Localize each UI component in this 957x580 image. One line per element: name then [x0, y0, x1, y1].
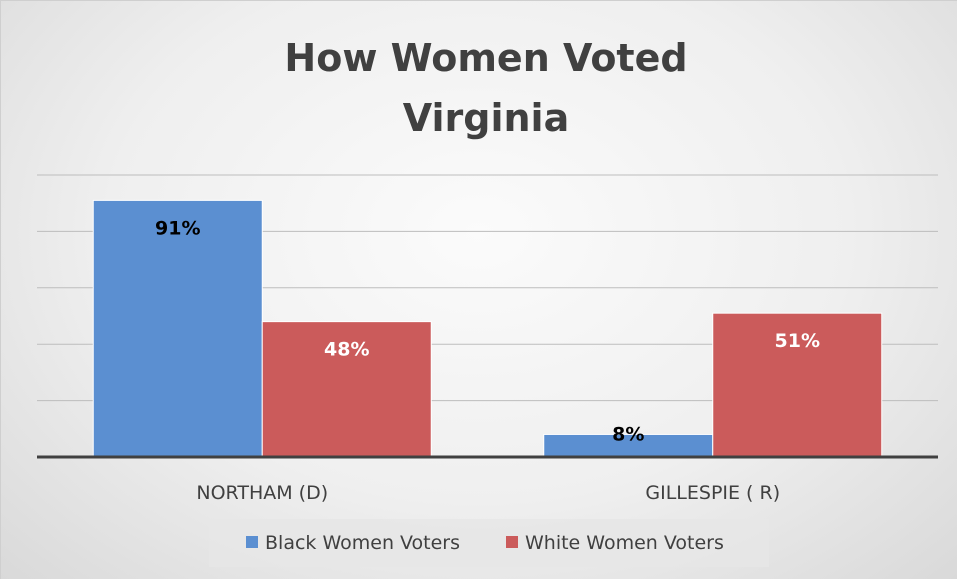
- data-label: 8%: [612, 423, 644, 445]
- bar-white-women-0: [261, 321, 432, 458]
- data-label: 51%: [775, 330, 820, 352]
- category-labels: NORTHAM (D) GILLESPIE ( R): [196, 482, 780, 504]
- category-label: NORTHAM (D): [196, 482, 328, 504]
- category-label: GILLESPIE ( R): [645, 482, 780, 504]
- legend-box: [209, 519, 769, 567]
- data-label: 91%: [155, 217, 200, 239]
- data-label: 48%: [324, 339, 369, 361]
- bar-black-women-0: [92, 199, 263, 458]
- data-labels: 91% 48% 8% 51%: [155, 217, 820, 445]
- legend-swatch-white-women: [506, 536, 518, 548]
- legend: Black Women Voters White Women Voters: [209, 519, 769, 567]
- chart-title-line-1: How Women Voted: [284, 36, 687, 80]
- bar-white-women-1: [712, 312, 883, 458]
- chart-title-line-2: Virginia: [403, 96, 569, 140]
- bars: [92, 199, 883, 458]
- legend-label-black-women: Black Women Voters: [265, 532, 460, 554]
- legend-label-white-women: White Women Voters: [525, 532, 724, 554]
- legend-swatch-black-women: [246, 536, 258, 548]
